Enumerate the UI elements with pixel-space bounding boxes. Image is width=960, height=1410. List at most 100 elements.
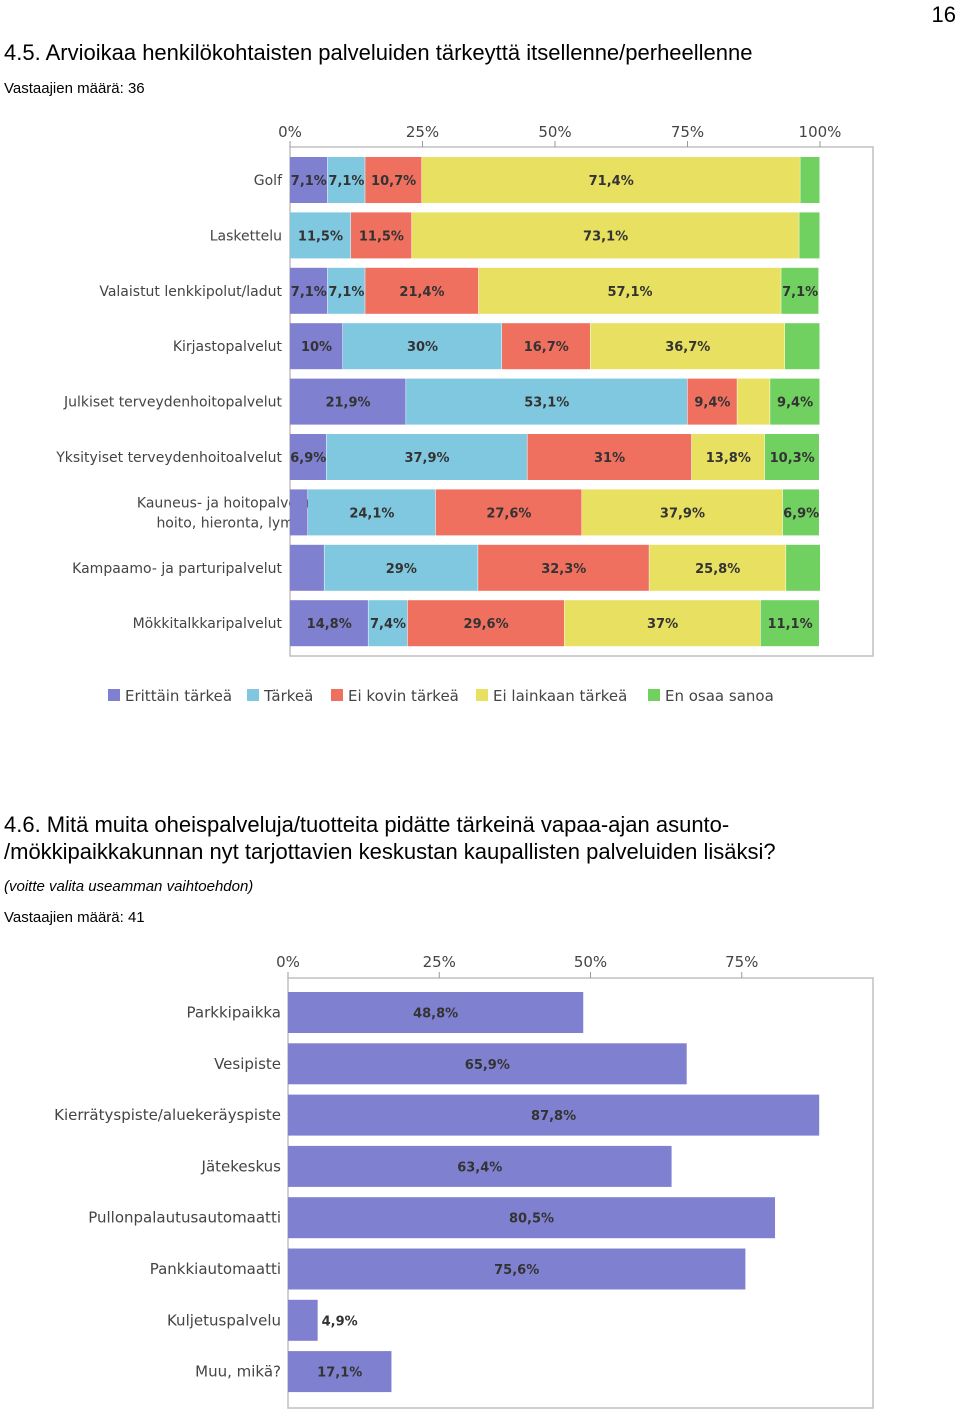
data-label: 37% [647, 617, 678, 632]
category-label: Golf [254, 173, 283, 189]
bar-segment [590, 323, 785, 370]
category-label: Valaistut lenkkipolut/ladut [99, 284, 282, 300]
data-label: 11,5% [359, 229, 404, 244]
legend-swatch [247, 689, 259, 701]
x-tick-label: 100% [799, 123, 842, 141]
bar-segment [786, 544, 821, 591]
data-label: 24,1% [349, 506, 394, 521]
bar-segment [582, 489, 783, 536]
bar-segment [326, 434, 527, 480]
x-tick-label: 0% [278, 123, 302, 141]
bar-segment [343, 323, 502, 370]
data-label: 75,6% [494, 1263, 539, 1278]
bar [288, 1351, 392, 1393]
category-label: Kampaamo- ja parturipalvelut [72, 561, 282, 577]
bar-segment [290, 378, 406, 425]
bar [288, 1094, 820, 1136]
data-label: 7,1% [328, 285, 364, 300]
data-label: 7,1% [328, 174, 364, 189]
bar-segment [365, 267, 479, 314]
bar [288, 1145, 672, 1187]
x-tick-label: 50% [574, 953, 607, 971]
category-label: Vesipiste [214, 1055, 281, 1073]
category-label: Parkkipaikka [187, 1004, 281, 1022]
category-label: Mökkitalkkaripalvelut [133, 616, 283, 632]
legend-label: Erittäin tärkeä [125, 687, 232, 705]
data-label: 63,4% [457, 1160, 502, 1175]
section-title-4-6-line1: 4.6. Mitä muita oheispalveluja/tuotteita… [4, 812, 730, 837]
data-label: 7,1% [291, 174, 327, 189]
data-label: 10,3% [770, 451, 815, 466]
data-label: 6,9% [290, 451, 326, 466]
bar-segment [782, 489, 819, 536]
bar-segment [406, 378, 687, 425]
bar-segment [327, 157, 365, 203]
bar [288, 992, 584, 1033]
bar-segment [290, 212, 351, 259]
data-label: 7,4% [370, 617, 406, 632]
bar-segment [290, 434, 327, 480]
bar-segment [407, 600, 565, 647]
page-number: 16 [931, 2, 956, 27]
legend-swatch [648, 689, 660, 701]
data-label: 7,1% [291, 285, 327, 300]
data-label: 6,9% [783, 506, 819, 521]
data-label: 53,1% [524, 396, 569, 411]
bar-segment [478, 267, 781, 314]
x-tick-label: 25% [406, 123, 439, 141]
bar [288, 1248, 746, 1290]
bar-segment [649, 544, 786, 591]
data-label: 32,3% [541, 562, 586, 577]
section-title-4-6-line2: /mökkipaikkakunnan nyt tarjottavien kesk… [4, 839, 776, 864]
data-label: 87,8% [531, 1109, 576, 1124]
bar-segment [691, 434, 765, 480]
bar [288, 1299, 318, 1341]
respondent-count-2: Vastaajien määrä: 41 [4, 909, 145, 926]
bar-segment [290, 323, 343, 370]
bar-segment [350, 212, 412, 259]
bar-segment [785, 323, 820, 370]
legend-swatch [331, 689, 343, 701]
x-tick-label: 75% [671, 123, 704, 141]
bar-segment [478, 544, 649, 591]
data-label: 27,6% [486, 506, 531, 521]
bar-segment [799, 212, 820, 259]
bar-segment [327, 267, 365, 314]
data-label: 4,9% [322, 1314, 358, 1329]
bar-segment [324, 544, 478, 591]
legend-label: Tärkeä [263, 687, 313, 705]
bar-segment [421, 157, 800, 203]
bar-segment [290, 267, 328, 314]
category-label: Kuljetuspalvelu [167, 1311, 281, 1329]
data-label: 17,1% [317, 1366, 362, 1381]
bar-segment [290, 600, 368, 647]
data-label: 48,8% [413, 1007, 458, 1022]
data-label: 36,7% [665, 340, 710, 355]
instruction-note: (voitte valita useamman vaihtoehdon) [4, 878, 254, 895]
category-label: Jätekeskus [201, 1157, 282, 1175]
data-label: 30% [407, 340, 438, 355]
bar-segment [781, 267, 819, 314]
bar-segment [290, 544, 324, 591]
bar-segment [737, 378, 770, 425]
category-label: Julkiset terveydenhoitopalvelut [63, 395, 283, 411]
bar [288, 1197, 776, 1239]
bar-segment [368, 600, 408, 647]
legend-swatch [476, 689, 488, 701]
x-tick-label: 25% [423, 953, 456, 971]
stacked-bar-chart-importance: 0% 25% 50% 75% 100%Golf 7,1% 7,1% 10,7% 71,4%Las… [55, 123, 874, 705]
data-label: 29% [386, 562, 417, 577]
bar-segment [308, 489, 436, 536]
category-label: Muu, mikä? [195, 1363, 281, 1381]
data-label: 14,8% [307, 617, 352, 632]
section-title-4-5: 4.5. Arvioikaa henkilökohtaisten palvelu… [4, 40, 753, 65]
data-label: 11,5% [298, 229, 343, 244]
category-label: Kierrätyspiste/aluekeräyspiste [54, 1106, 281, 1124]
bar-segment [502, 323, 591, 370]
bar-segment [764, 434, 819, 480]
bar-segment [290, 157, 328, 203]
data-label: 37,9% [404, 451, 449, 466]
legend-label: En osaa sanoa [665, 687, 774, 705]
data-label: 10% [301, 340, 332, 355]
data-label: 9,4% [694, 396, 730, 411]
